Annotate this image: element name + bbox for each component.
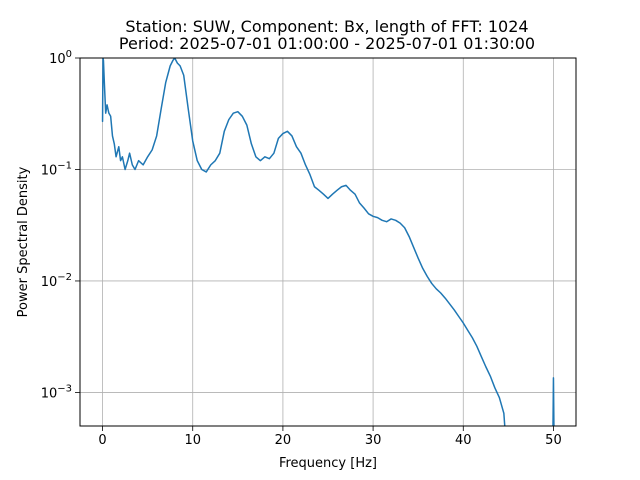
y-tick-label: 10−2 xyxy=(41,272,72,290)
psd-series-line-spike xyxy=(552,377,555,426)
x-tick-label: 30 xyxy=(365,433,382,448)
y-tick-label: 100 xyxy=(49,49,72,67)
x-axis-ticks: 0 10 20 30 40 50 xyxy=(98,426,562,448)
x-tick-label: 20 xyxy=(275,433,292,448)
y-tick-label: 10−3 xyxy=(41,383,72,401)
grid-lines xyxy=(80,57,576,426)
x-tick-label: 0 xyxy=(98,433,106,448)
psd-series-line xyxy=(101,58,506,426)
chart-title-line-1: Station: SUW, Component: Bx, length of F… xyxy=(125,17,528,36)
x-tick-label: 50 xyxy=(545,433,562,448)
plot-frame xyxy=(79,57,577,427)
y-tick-base: 10 xyxy=(49,52,66,67)
y-tick-exponent: −2 xyxy=(57,272,72,283)
plot-area xyxy=(101,58,555,426)
y-tick-label: 10−1 xyxy=(41,160,72,178)
y-tick-base: 10 xyxy=(41,163,58,178)
y-tick-exponent: 0 xyxy=(66,49,72,60)
chart-title-line-2: Period: 2025-07-01 01:00:00 - 2025-07-01… xyxy=(119,34,535,53)
y-tick-base: 10 xyxy=(41,275,58,290)
x-tick-label: 40 xyxy=(455,433,472,448)
x-tick-label: 10 xyxy=(184,433,201,448)
x-axis-label: Frequency [Hz] xyxy=(279,456,377,471)
y-axis-label: Power Spectral Density xyxy=(16,166,31,317)
y-tick-base: 10 xyxy=(41,386,58,401)
y-tick-exponent: −3 xyxy=(57,383,72,394)
y-tick-exponent: −1 xyxy=(57,160,72,171)
